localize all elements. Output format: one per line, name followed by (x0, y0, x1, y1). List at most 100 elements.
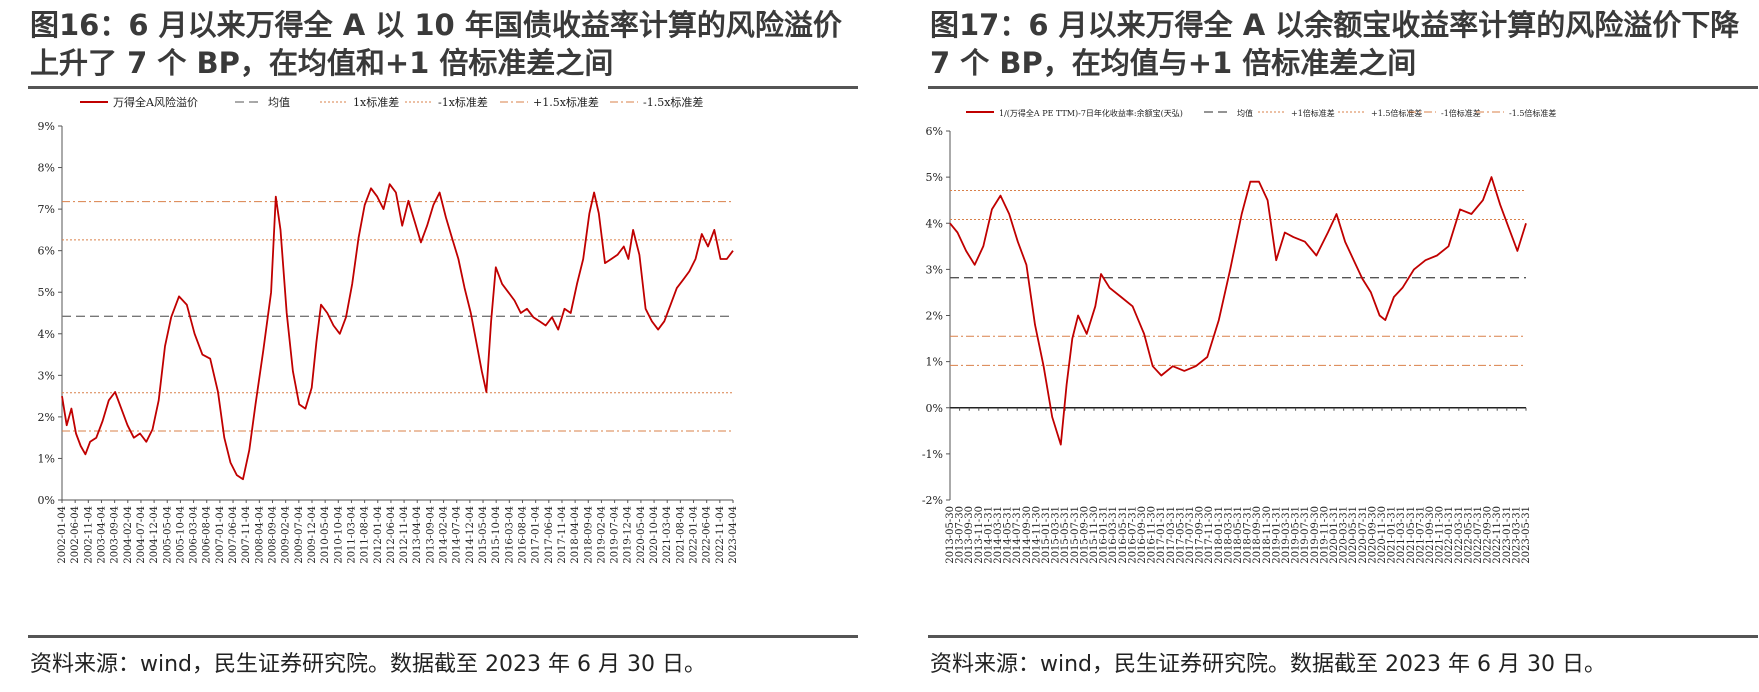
x-tick-label: 2019-11-30 (1319, 506, 1330, 564)
x-tick-label: 2020-01-31 (1329, 506, 1340, 564)
x-tick-label: 2014-07-04 (452, 506, 463, 564)
x-tick-label: 2020-03-31 (1339, 506, 1350, 564)
x-tick-label: 2018-11-30 (1262, 506, 1273, 564)
x-tick-label: 2021-11-30 (1435, 506, 1446, 564)
x-tick-label: 2020-09-30 (1367, 506, 1378, 564)
x-tick-label: 2016-08-04 (517, 506, 528, 564)
x-tick-label: 2023-05-31 (1521, 506, 1532, 564)
x-tick-label: 2016-07-31 (1127, 506, 1138, 564)
legend-label: +1.5x标准差 (533, 95, 599, 109)
x-tick-label: 2006-03-04 (189, 506, 200, 564)
x-tick-label: 2018-01-31 (1214, 506, 1225, 564)
x-tick-label: 2020-11-30 (1377, 506, 1388, 564)
x-tick-label: 2019-12-04 (623, 506, 634, 564)
x-tick-label: 2022-11-30 (1492, 506, 1503, 564)
x-tick-label: 2018-03-31 (1223, 506, 1234, 564)
x-tick-label: 2014-01-31 (983, 506, 994, 564)
x-tick-label: 2014-11-30 (1031, 506, 1042, 564)
x-tick-label: 2021-01-31 (1387, 506, 1398, 564)
x-tick-label: 2022-05-31 (1463, 506, 1474, 564)
x-tick-label: 2003-04-04 (96, 506, 107, 564)
y-tick-label: 5% (926, 171, 943, 184)
x-tick-label: 2019-05-31 (1291, 506, 1302, 564)
x-tick-label: 2021-03-04 (662, 506, 673, 564)
x-tick-label: 2021-08-04 (675, 506, 686, 564)
x-tick-label: 2020-10-04 (649, 506, 660, 564)
x-tick-label: 2012-06-04 (386, 506, 397, 564)
x-tick-label: 2023-03-31 (1511, 506, 1522, 564)
x-tick-label: 2016-03-31 (1108, 506, 1119, 564)
x-tick-label: 2019-07-04 (610, 506, 621, 564)
x-tick-label: 2013-07-30 (955, 506, 966, 564)
x-tick-label: 2018-09-30 (1252, 506, 1263, 564)
x-tick-label: 2016-11-30 (1147, 506, 1158, 564)
y-tick-label: 5% (38, 286, 55, 299)
y-tick-label: 4% (38, 328, 55, 341)
y-tick-label: 3% (926, 263, 943, 276)
x-tick-label: 2015-01-31 (1041, 506, 1052, 564)
x-tick-label: 2019-02-04 (596, 506, 607, 564)
y-tick-label: 1% (38, 452, 55, 465)
x-tick-label: 2017-11-30 (1204, 506, 1215, 564)
figure-title: 图17：6 月以来万得全 A 以余额宝收益率计算的风险溢价下降 7 个 BP，在… (930, 8, 1740, 80)
x-tick-label: 2021-07-31 (1415, 506, 1426, 564)
x-tick-label: 2021-05-31 (1406, 506, 1417, 564)
x-tick-label: 2009-07-04 (294, 506, 305, 564)
x-tick-label: 2007-11-04 (241, 506, 252, 564)
x-tick-label: 2019-07-31 (1300, 506, 1311, 564)
legend-label: -1.5x标准差 (643, 95, 703, 109)
x-tick-label: 2007-01-04 (215, 506, 226, 564)
legend-label: 均值 (1237, 108, 1253, 118)
x-tick-label: 2018-09-04 (583, 506, 594, 564)
figure-16: 图16：6 月以来万得全 A 以 10 年国债收益率计算的风险溢价上升了 7 个… (0, 0, 868, 692)
x-tick-label: 2013-11-30 (974, 506, 985, 564)
figure-source: 资料来源：wind，民生证券研究院。数据截至 2023 年 6 月 30 日。 (930, 652, 1606, 677)
x-tick-label: 2017-11-04 (557, 506, 568, 564)
x-tick-label: 2009-02-04 (281, 506, 292, 564)
x-tick-label: 2008-04-04 (254, 506, 265, 564)
x-tick-label: 2011-08-04 (360, 506, 371, 564)
risk-premium-chart-10y-bond: 0% 1% 2% 3% 4% 5% 6% 7% 8% 9% 2002-01-04 2002-06-04… (38, 95, 739, 564)
y-tick-label: 0% (38, 494, 55, 507)
x-tick-label: 2023-04-04 (728, 506, 739, 564)
x-tick-label: 2005-10-04 (175, 506, 186, 564)
y-tick-label: 1% (926, 356, 943, 369)
y-tick-label: 9% (38, 120, 55, 133)
y-tick-label: 7% (38, 203, 55, 216)
risk-premium-chart-yuebao: -2% -1% 0% 1% 2% 3% 4% 5% 6% 2013-05-302013-07-30… (922, 108, 1557, 564)
x-tick-label: 2013-09-04 (425, 506, 436, 564)
x-tick-label: 2006-08-04 (202, 506, 213, 564)
x-tick-label: 2015-11-30 (1089, 506, 1100, 564)
x-tick-label: 2018-05-31 (1233, 506, 1244, 564)
y-tick-label: 2% (926, 310, 943, 323)
x-tick-label: 2004-07-04 (136, 506, 147, 564)
series-line (61, 183, 734, 481)
x-tick-label: 2017-05-31 (1175, 506, 1186, 564)
y-tick-label: 2% (38, 411, 55, 424)
y-tick-label: 8% (38, 162, 55, 175)
legend-label: 1x标准差 (353, 95, 399, 109)
x-tick-label: 2008-09-04 (268, 506, 279, 564)
figure-source: 资料来源：wind，民生证券研究院。数据截至 2023 年 6 月 30 日。 (30, 652, 706, 677)
x-tick-label: 2020-05-04 (636, 506, 647, 564)
source-rule (928, 635, 1758, 638)
x-tick-label: 2002-06-04 (70, 506, 81, 564)
x-tick-label: 2018-07-31 (1243, 506, 1254, 564)
legend-label: +1.5倍标准差 (1371, 108, 1422, 118)
x-tick-label: 2015-03-31 (1051, 506, 1062, 564)
x-tick-label: 2022-01-31 (1444, 506, 1455, 564)
x-tick-label: 2017-03-31 (1166, 506, 1177, 564)
x-tick-label: 2010-05-04 (320, 506, 331, 564)
x-tick-label: 2015-05-31 (1060, 506, 1071, 564)
x-tick-label: 2014-07-31 (1012, 506, 1023, 564)
x-tick-label: 2014-05-31 (1003, 506, 1014, 564)
x-tick-label: 2017-06-04 (544, 506, 555, 564)
y-tick-label: -2% (922, 494, 943, 507)
legend-label: 1/(万得全A PE TTM)-7日年化收益率:余额宝(天弘) (999, 108, 1183, 118)
legend-label: 均值 (268, 96, 290, 109)
x-tick-label: 2016-03-04 (504, 506, 515, 564)
x-tick-label: 2017-09-30 (1195, 506, 1206, 564)
x-tick-label: 2022-11-04 (715, 506, 726, 564)
y-tick-label: 3% (38, 369, 55, 382)
x-tick-label: 2021-09-30 (1425, 506, 1436, 564)
